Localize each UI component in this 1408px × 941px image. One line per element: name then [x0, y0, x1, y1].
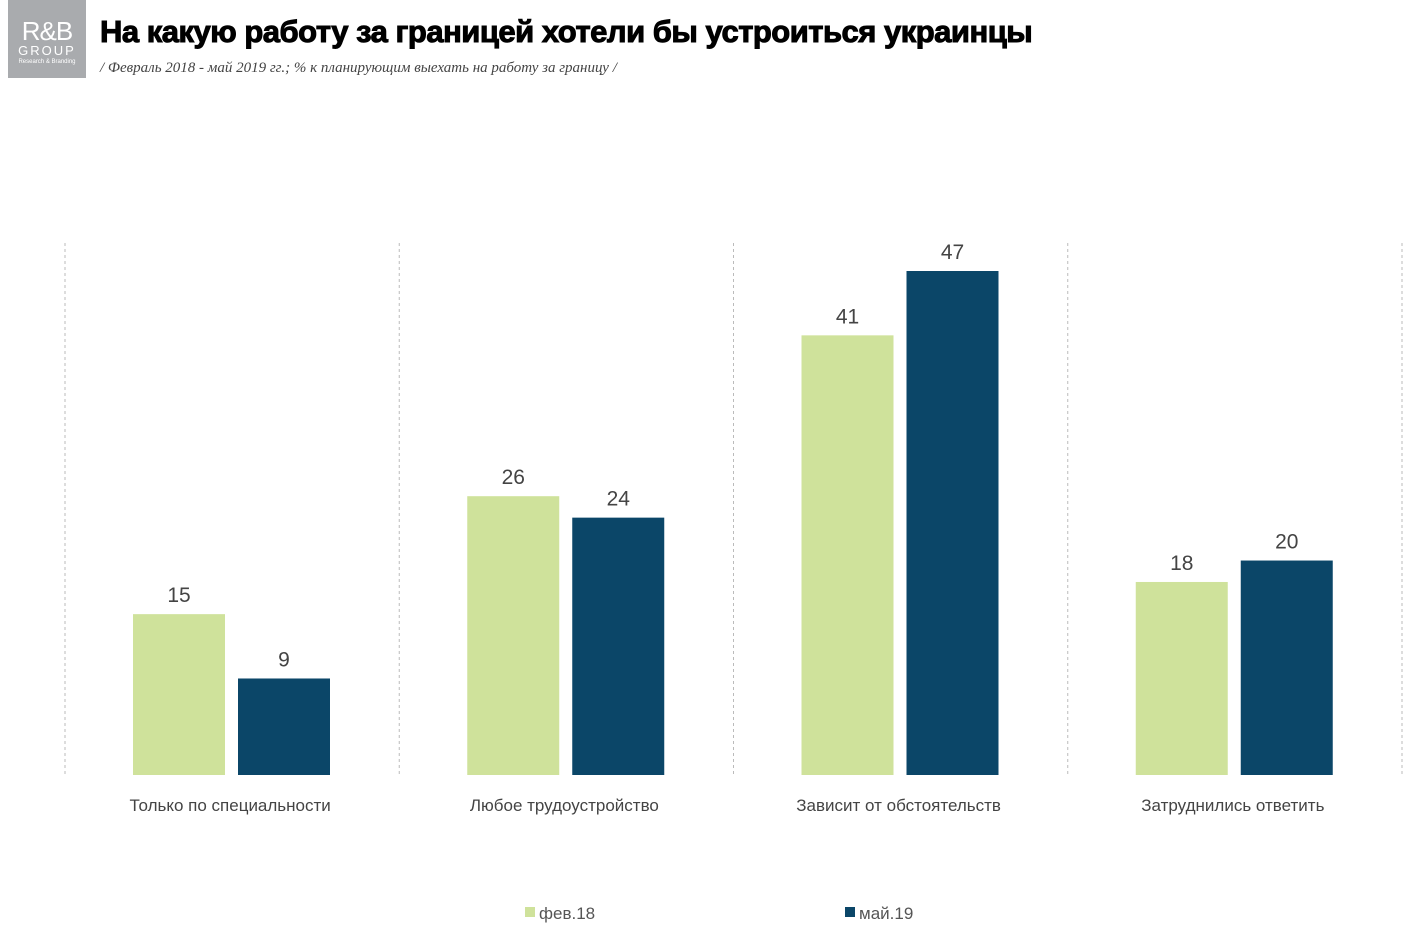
data-label: 20: [1275, 531, 1298, 554]
data-label: 15: [167, 584, 190, 607]
bar-may19: [1240, 560, 1333, 775]
logo-text: R&B: [21, 16, 73, 46]
bar-feb18: [133, 614, 225, 775]
page-subtitle: / Февраль 2018 - май 2019 гг.; % к плани…: [100, 60, 617, 76]
logo-text: Research & Branding: [18, 59, 76, 65]
bar-feb18: [801, 335, 894, 775]
data-label: 47: [941, 241, 964, 264]
data-label: 26: [502, 466, 525, 489]
bar-may19: [906, 271, 999, 775]
data-label: 9: [278, 648, 290, 671]
category-label: Любое трудоустройство: [470, 796, 659, 815]
category-label: Затруднились ответить: [1141, 796, 1324, 815]
bar-may19: [572, 517, 665, 775]
bar-feb18: [467, 496, 560, 775]
data-label: 41: [836, 305, 859, 328]
category-label: Только по специальности: [129, 796, 330, 815]
legend-label: фев.18: [539, 904, 595, 923]
data-label: 24: [607, 488, 631, 511]
data-label: 18: [1170, 552, 1193, 575]
legend-swatch: [525, 907, 535, 917]
bar-feb18: [1135, 581, 1228, 775]
logo-text: GROUP: [18, 43, 76, 58]
legend-label: май.19: [859, 904, 913, 923]
category-label: Зависит от обстоятельств: [796, 796, 1001, 815]
logo: R&B GROUP Research & Branding: [8, 0, 86, 78]
legend-swatch: [845, 907, 855, 917]
page-title: На какую работу за границей хотели бы ус…: [99, 14, 1033, 50]
bar-may19: [238, 678, 330, 775]
